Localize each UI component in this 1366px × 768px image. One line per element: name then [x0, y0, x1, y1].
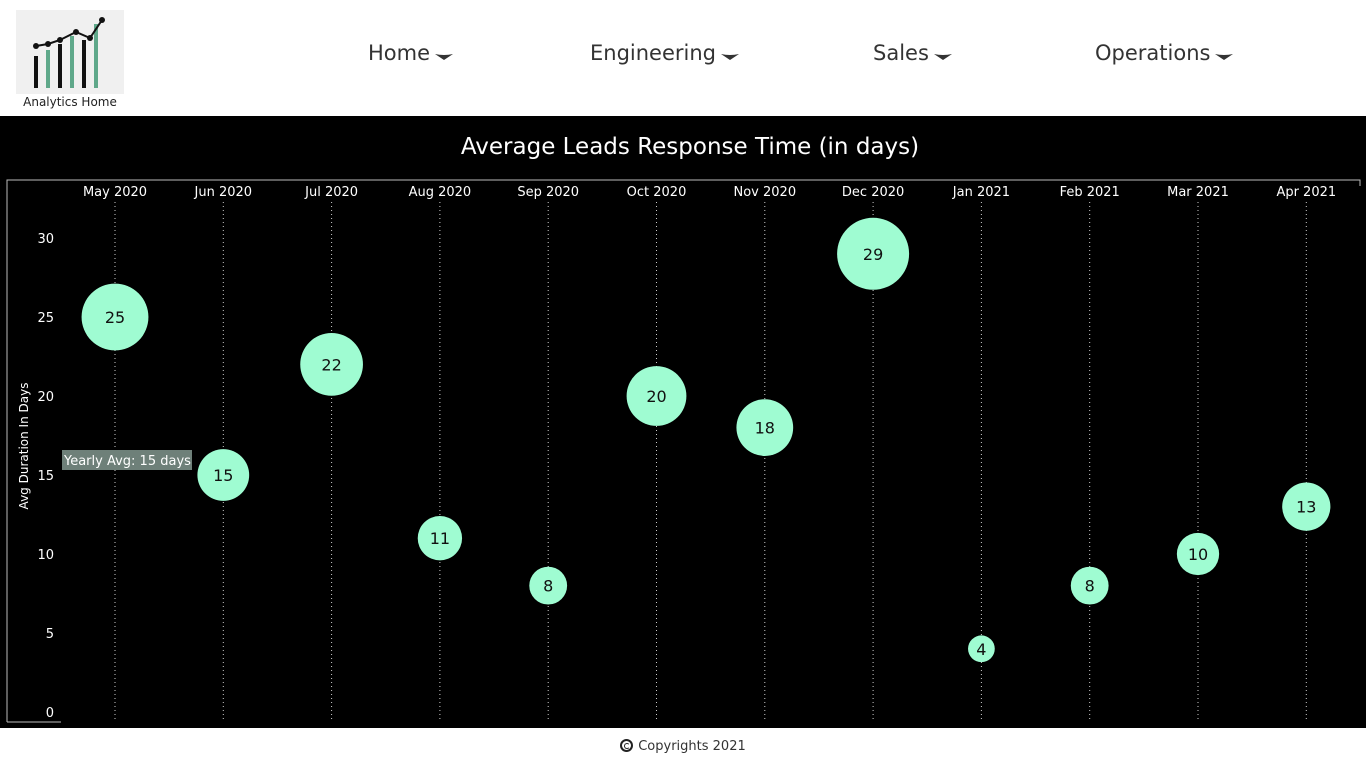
data-label: 8: [1085, 577, 1095, 596]
y-tick-label: 5: [46, 627, 54, 642]
data-label: 4: [976, 640, 986, 659]
chart-area: Average Leads Response Time (in days) May…: [0, 116, 1366, 728]
x-tick-label: Aug 2020: [409, 185, 472, 200]
footer: Copyrights 2021: [0, 728, 1366, 768]
data-bubble: [1070, 566, 1109, 605]
data-label: 25: [105, 308, 125, 327]
x-tick-label: Mar 2021: [1167, 185, 1229, 200]
caret-down-icon: [434, 39, 454, 69]
chart-frame: [6, 179, 1361, 722]
data-label: 22: [321, 355, 341, 374]
data-bubble: [1282, 482, 1331, 531]
caret-down-icon: [933, 39, 953, 69]
x-tick-label: Nov 2020: [734, 185, 797, 200]
data-bubble: [300, 333, 363, 396]
nav-engineering-label: Engineering: [590, 41, 716, 65]
caret-down-icon: [1214, 39, 1234, 69]
logo[interactable]: Analytics Home: [16, 10, 124, 110]
copyright-icon: [620, 739, 634, 752]
y-tick-label: 20: [37, 390, 54, 405]
header: Analytics Home Home Engineering Sales Op…: [0, 0, 1366, 116]
x-tick-label: Jul 2020: [304, 185, 358, 200]
y-tick-label: 0: [46, 706, 54, 721]
data-label: 29: [863, 245, 883, 264]
x-tick-label: Oct 2020: [627, 185, 687, 200]
logo-text: Analytics Home: [23, 95, 117, 109]
nav-operations[interactable]: Operations: [1095, 38, 1234, 68]
data-bubble: [968, 635, 995, 663]
bar-line-chart-logo-icon: [16, 10, 124, 94]
reference-label: Yearly Avg: 15 days: [63, 454, 191, 469]
x-tick-label: Jun 2020: [194, 185, 253, 200]
bubble-chart: Average Leads Response Time (in days) May…: [6, 134, 1361, 723]
x-tick-label: Feb 2021: [1060, 185, 1120, 200]
data-bubble: [837, 217, 910, 290]
data-bubble: [529, 566, 568, 605]
y-tick-label: 30: [37, 232, 54, 247]
reference-label-background: [62, 450, 192, 470]
data-bubble: [81, 283, 149, 351]
y-tick-label: 10: [37, 548, 54, 563]
nav-sales-label: Sales: [873, 41, 929, 65]
data-bubble: [197, 449, 250, 501]
nav-sales[interactable]: Sales: [873, 38, 953, 68]
chart-title: Average Leads Response Time (in days): [461, 134, 919, 160]
y-tick-label: 25: [37, 311, 54, 326]
data-label: 15: [213, 466, 233, 485]
data-bubble: [736, 399, 794, 456]
nav-home-label: Home: [368, 41, 431, 65]
data-bubble: [1176, 532, 1220, 576]
x-tick-label: Jan 2021: [952, 185, 1010, 200]
x-tick-label: Apr 2021: [1276, 185, 1336, 200]
y-tick-label: 15: [37, 469, 54, 484]
nav-operations-label: Operations: [1095, 41, 1211, 65]
x-tick-label: May 2020: [83, 185, 147, 200]
caret-down-icon: [720, 39, 740, 69]
data-label: 8: [543, 577, 553, 596]
data-label: 20: [646, 387, 666, 406]
data-label: 11: [430, 529, 450, 548]
footer-label: Copyrights 2021: [638, 739, 746, 754]
data-label: 13: [1296, 498, 1316, 517]
data-label: 10: [1188, 545, 1208, 564]
x-tick-label: Sep 2020: [517, 185, 579, 200]
y-axis-label: Avg Duration In Days: [17, 383, 31, 510]
data-label: 18: [755, 419, 775, 438]
data-bubble: [626, 366, 687, 426]
data-bubble: [417, 516, 463, 561]
nav-engineering[interactable]: Engineering: [590, 38, 740, 68]
nav-home[interactable]: Home: [368, 38, 454, 68]
x-tick-label: Dec 2020: [842, 185, 904, 200]
footer-text: Copyrights 2021: [0, 739, 1366, 754]
